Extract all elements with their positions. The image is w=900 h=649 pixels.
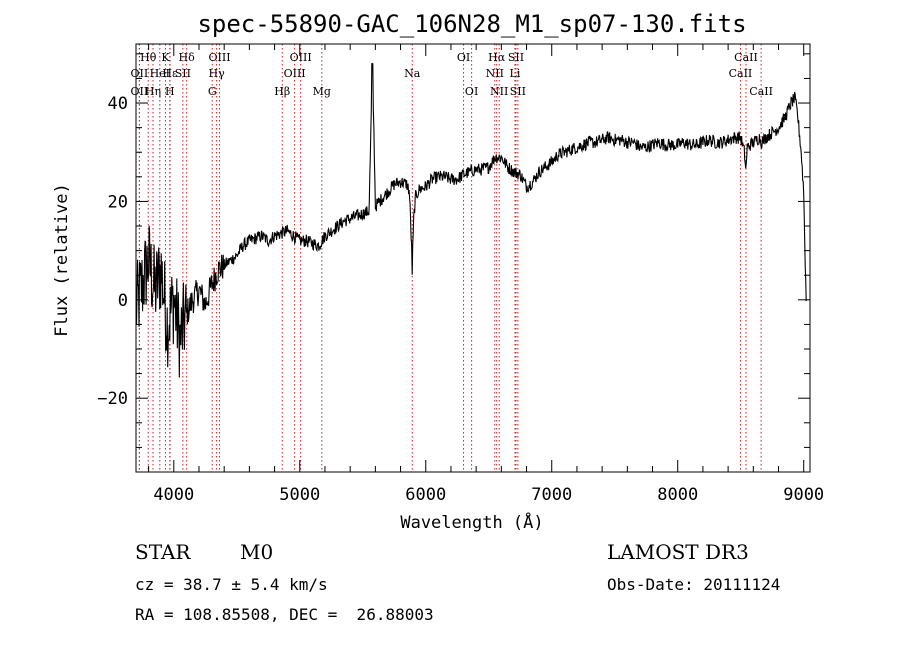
observation-date: Obs-Date: 20111124 (607, 575, 781, 594)
line-label-13: Hβ (274, 85, 290, 98)
coordinates-text: RA = 108.85508, DEC = 26.88003 (135, 605, 434, 624)
line-label-11: Hγ (209, 67, 226, 80)
line-label-15: OIII (290, 51, 312, 64)
line-label-5: HeI (150, 67, 170, 80)
axis-ticks: 4000 5000 6000 7000 8000 9000 −20 0 20 40 (97, 44, 824, 505)
line-label-1: Hθ (140, 51, 157, 64)
x-tick-label-2: 6000 (405, 485, 446, 505)
line-label-26: CaII (729, 67, 753, 80)
chart-title: spec-55890-GAC_106N28_M1_sp07-130.fits (197, 10, 746, 38)
line-label-8: SII (175, 67, 191, 80)
line-label-12: G (208, 85, 217, 98)
y-tick-label-3: 40 (108, 94, 128, 114)
line-label-25: SII (510, 85, 526, 98)
line-label-27: CaII (734, 51, 758, 64)
line-label-2: OII (131, 85, 149, 98)
spectrum-line (135, 63, 807, 378)
spectral-line-markers (138, 44, 762, 472)
object-subclass: M0 (240, 540, 274, 564)
line-label-28: CaII (749, 85, 773, 98)
line-label-18: OI (457, 51, 470, 64)
y-tick-label-2: 20 (108, 192, 128, 212)
line-label-0: OII (131, 67, 149, 80)
line-label-10: OIII (208, 51, 230, 64)
line-label-3: Hε (162, 67, 178, 80)
line-label-22: NII (490, 85, 508, 98)
line-label-4: Hη (145, 85, 161, 98)
redshift-text: cz = 38.7 ± 5.4 km/s (135, 575, 328, 594)
line-label-20: NII (486, 67, 504, 80)
y-tick-label-0: −20 (97, 389, 128, 409)
x-tick-label-5: 9000 (783, 485, 824, 505)
line-label-23: Li (510, 67, 521, 80)
line-label-19: OI (465, 85, 478, 98)
x-tick-label-0: 4000 (153, 485, 194, 505)
line-label-14: OIII (284, 67, 306, 80)
x-tick-label-4: 8000 (657, 485, 698, 505)
y-axis-label: Flux (relative) (52, 183, 72, 337)
object-class: STAR (135, 540, 191, 564)
plot-frame (135, 43, 811, 473)
x-tick-label-1: 5000 (279, 485, 320, 505)
y-tick-label-1: 0 (118, 291, 128, 311)
line-label-7: H (165, 85, 175, 98)
line-label-24: SII (508, 51, 524, 64)
line-label-9: Hδ (179, 51, 196, 64)
x-axis-label: Wavelength (Å) (400, 511, 543, 533)
line-label-6: K (161, 51, 170, 64)
x-tick-label-3: 7000 (531, 485, 572, 505)
line-label-17: Na (404, 67, 421, 80)
survey-name: LAMOST DR3 (607, 540, 749, 564)
line-label-21: Hα (488, 51, 506, 64)
line-label-16: Mg (313, 85, 331, 98)
